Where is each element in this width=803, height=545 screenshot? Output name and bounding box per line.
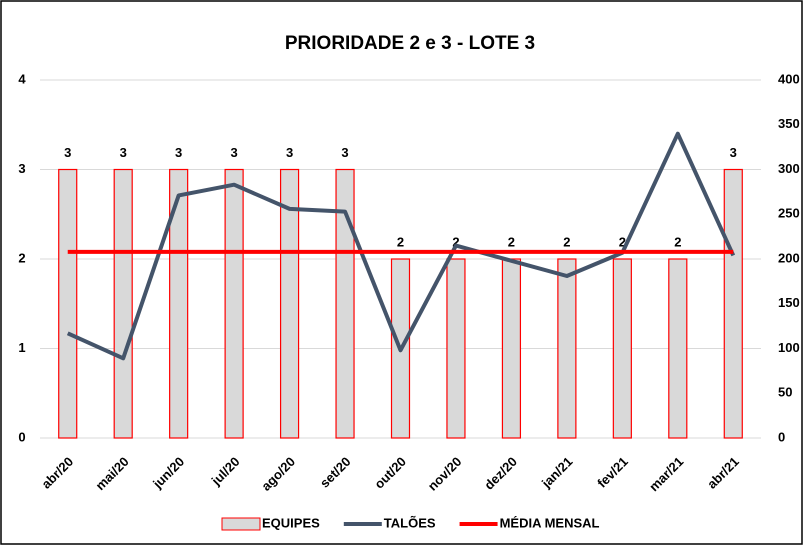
bar — [501, 258, 522, 439]
chart-title: PRIORIDADE 2 e 3 - LOTE 3 — [285, 33, 535, 54]
data-label: 3 — [341, 145, 348, 160]
data-label: 2 — [452, 234, 459, 249]
bar — [612, 258, 632, 439]
y2-tick-label: 350 — [778, 116, 800, 131]
y2-tick-label: 250 — [778, 206, 800, 221]
bar — [723, 168, 743, 439]
y-tick-label: 1 — [18, 340, 25, 355]
data-label: 2 — [619, 234, 626, 249]
bar — [224, 168, 244, 439]
y2-tick-label: 400 — [778, 71, 800, 86]
y2-tick-label: 300 — [778, 161, 800, 176]
legend-label: EQUIPES — [262, 515, 320, 530]
y-tick-label: 4 — [18, 71, 26, 86]
data-label: 3 — [175, 145, 182, 160]
bar — [335, 168, 355, 439]
data-label: 3 — [64, 145, 71, 160]
y2-tick-label: 100 — [778, 340, 800, 355]
data-label: 3 — [286, 145, 293, 160]
data-label: 3 — [730, 145, 737, 160]
bar — [557, 258, 577, 439]
data-label: 2 — [563, 234, 570, 249]
legend-swatch — [221, 517, 261, 531]
y2-tick-label: 150 — [778, 295, 800, 310]
data-label: 2 — [508, 234, 515, 249]
legend-label: MÉDIA MENSAL — [500, 515, 600, 530]
data-label: 3 — [230, 145, 237, 160]
y-tick-label: 0 — [18, 429, 25, 444]
bar — [279, 168, 300, 439]
bar — [446, 258, 466, 439]
data-label: 3 — [120, 145, 127, 160]
bar — [668, 258, 688, 439]
y-tick-label: 3 — [18, 161, 25, 176]
legend-label: TALÕES — [384, 515, 436, 530]
bar — [58, 168, 78, 439]
y2-tick-label: 0 — [778, 429, 785, 444]
data-label: 2 — [674, 234, 681, 249]
y-tick-label: 2 — [18, 250, 25, 265]
y2-tick-label: 50 — [778, 385, 792, 400]
bar — [169, 168, 189, 439]
data-label: 2 — [397, 234, 404, 249]
bar — [113, 168, 133, 439]
y2-tick-label: 200 — [778, 250, 800, 265]
